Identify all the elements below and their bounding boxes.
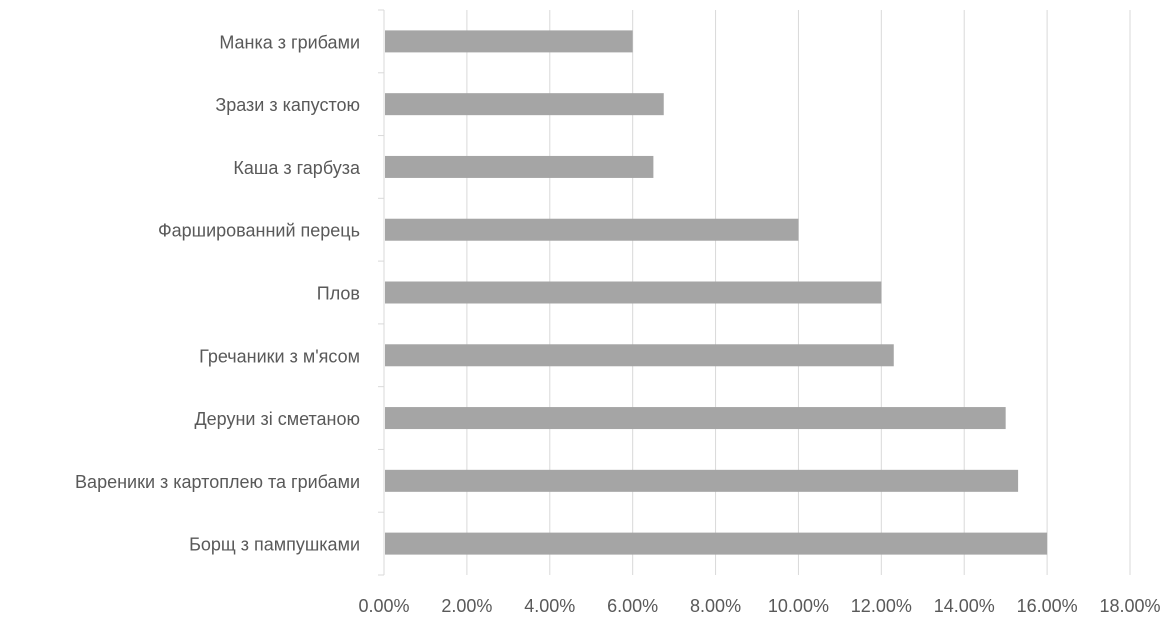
x-tick-label: 18.00% — [1099, 596, 1160, 616]
category-label: Плов — [317, 284, 360, 304]
bar — [385, 30, 633, 53]
x-tick-label: 6.00% — [607, 596, 658, 616]
category-label: Зрази з капустою — [215, 95, 360, 115]
bar — [385, 281, 882, 304]
category-label: Борщ з пампушками — [189, 535, 360, 555]
bar — [385, 218, 799, 241]
value-tick-labels: 0.00% 2.00% 4.00% 6.00% 8.00% 10.00% 12.00% 14.… — [358, 596, 1160, 616]
x-tick-label: 16.00% — [1017, 596, 1078, 616]
bar — [385, 469, 1019, 492]
x-tick-label: 10.00% — [768, 596, 829, 616]
category-label: Деруни зі сметаною — [194, 409, 360, 429]
bars — [385, 30, 1048, 555]
category-label: Гречаники з м'ясом — [199, 346, 360, 366]
bar — [385, 155, 654, 178]
bar — [385, 344, 894, 367]
category-labels: Манка з грибами Зрази з капустою Каша з га… — [75, 32, 361, 554]
x-tick-label: 2.00% — [441, 596, 492, 616]
category-axis — [378, 9, 385, 576]
bar — [385, 93, 664, 116]
x-tick-label: 8.00% — [690, 596, 741, 616]
category-label: Вареники з картоплею та грибами — [75, 472, 360, 492]
x-tick-label: 0.00% — [358, 596, 409, 616]
category-label: Фаршированний перець — [158, 221, 360, 241]
x-tick-label: 12.00% — [851, 596, 912, 616]
x-tick-label: 4.00% — [524, 596, 575, 616]
category-label: Манка з грибами — [219, 32, 360, 52]
x-tick-label: 14.00% — [934, 596, 995, 616]
bar — [385, 407, 1006, 430]
category-label: Каша з гарбуза — [233, 158, 361, 178]
bar — [385, 532, 1048, 555]
